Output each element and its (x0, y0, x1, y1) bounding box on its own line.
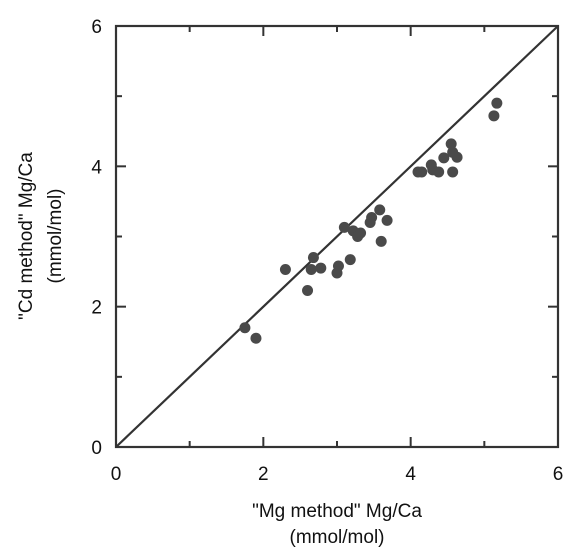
y-tick-label: 4 (91, 157, 102, 178)
data-point (374, 204, 386, 216)
data-point (305, 263, 317, 275)
y-axis-title: "Cd method" Mg/Ca (16, 152, 37, 320)
data-point (381, 214, 393, 226)
data-point (344, 254, 356, 266)
data-point (366, 212, 378, 224)
x-axis-title: "Mg method" Mg/Ca (252, 501, 422, 522)
data-point (491, 97, 503, 109)
x-tick-label: 4 (405, 464, 416, 485)
data-point (332, 260, 344, 272)
y-axis-unit: (mmol/mol) (45, 189, 66, 284)
x-tick-label: 2 (258, 464, 269, 485)
data-point (355, 227, 367, 239)
one-to-one-line (115, 25, 559, 448)
data-point (416, 166, 428, 178)
data-point (451, 151, 463, 163)
x-tick-label: 6 (553, 464, 564, 485)
x-axis-unit: (mmol/mol) (290, 527, 385, 548)
data-point (315, 262, 327, 274)
y-tick-label: 2 (91, 298, 102, 319)
y-tick-label: 0 (91, 438, 102, 459)
data-point (338, 221, 350, 233)
data-point (250, 332, 262, 344)
data-point (375, 235, 387, 247)
data-point (488, 110, 500, 122)
data-point (433, 166, 445, 178)
data-point (302, 285, 314, 297)
data-point (279, 263, 291, 275)
data-point (438, 152, 450, 164)
data-point (445, 138, 457, 150)
data-point (307, 252, 319, 264)
data-point (239, 322, 251, 334)
y-tick-label: 6 (91, 17, 102, 38)
plot-area: 0 2 4 6 0 2 4 6 (91, 17, 563, 485)
x-tick-label: 0 (111, 464, 122, 485)
data-point (447, 166, 459, 178)
